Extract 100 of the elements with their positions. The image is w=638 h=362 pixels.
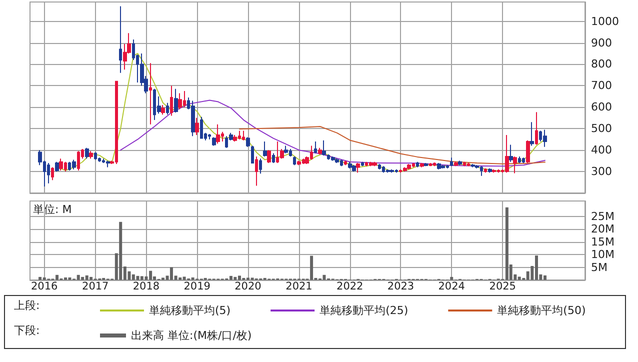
candlestick	[458, 160, 462, 166]
candlestick	[369, 161, 373, 167]
y-tick-label: 10M	[591, 248, 614, 262]
bar	[76, 274, 80, 280]
y-tick-label: 20M	[591, 222, 614, 236]
bar	[322, 274, 326, 280]
candlestick	[166, 102, 169, 116]
bar	[38, 276, 42, 280]
y-tick-label: 5M	[591, 260, 608, 274]
bar	[90, 276, 93, 280]
candlestick	[373, 161, 377, 167]
candlestick	[424, 162, 428, 167]
candlestick	[59, 158, 63, 171]
candlestick	[284, 145, 288, 154]
candlestick	[51, 166, 54, 181]
candlestick	[390, 168, 394, 174]
candlestick	[403, 166, 407, 172]
bar	[178, 277, 182, 280]
legend-title: 下段:	[14, 324, 40, 337]
annotation: 単位: M	[33, 203, 72, 216]
bar	[136, 276, 140, 280]
bar	[85, 275, 88, 280]
x-tick-label: 2021	[286, 280, 312, 292]
bar	[229, 276, 232, 280]
candlestick	[454, 161, 458, 167]
x-tick-label: 2016	[30, 280, 58, 292]
y-tick-label: 800	[591, 58, 612, 71]
candlestick	[471, 164, 475, 168]
candlestick	[522, 157, 525, 164]
candlestick	[72, 159, 76, 170]
candlestick	[441, 164, 445, 169]
candlestick	[267, 150, 271, 164]
legend-label: 出来高 単位:(M株/口/枚)	[131, 329, 252, 342]
candlestick	[509, 144, 513, 162]
x-tick-label: 2024	[438, 280, 466, 292]
candlestick	[242, 130, 245, 141]
candlestick	[89, 150, 93, 160]
candlestick	[272, 152, 275, 164]
x-tick-label: 2022	[336, 280, 364, 292]
candlestick	[416, 161, 419, 168]
candlestick	[297, 160, 301, 166]
y-tick-label: 600	[591, 100, 612, 114]
candlestick	[170, 85, 173, 116]
candlestick	[318, 147, 322, 155]
y-tick-label: 500	[591, 122, 612, 136]
candlestick	[191, 100, 195, 137]
candlestick	[429, 162, 432, 167]
candlestick	[263, 140, 267, 158]
x-tick-label: 2023	[387, 280, 414, 292]
candlestick	[255, 156, 258, 186]
candlestick	[106, 160, 110, 168]
candlestick	[149, 62, 152, 125]
y-tick-label: 300	[591, 165, 612, 178]
candlestick	[543, 129, 547, 148]
candlestick	[55, 161, 59, 172]
candlestick	[348, 161, 352, 169]
candlestick	[492, 168, 496, 174]
candlestick	[94, 152, 97, 160]
candlestick	[174, 88, 178, 114]
candlestick	[178, 92, 182, 110]
candlestick	[535, 112, 538, 146]
candlestick	[437, 162, 441, 170]
candlestick	[216, 124, 220, 144]
candlestick	[77, 150, 80, 171]
candlestick	[352, 164, 356, 172]
candlestick	[361, 161, 364, 167]
candlestick	[344, 160, 347, 166]
candlestick	[386, 168, 390, 174]
candlestick	[518, 156, 521, 164]
bar	[505, 207, 508, 280]
candlestick	[488, 168, 492, 174]
candlestick	[47, 162, 50, 184]
candlestick	[407, 164, 411, 170]
candlestick	[331, 156, 335, 162]
legend-label: 単純移動平均(5)	[149, 304, 231, 317]
x-tick-label: 2019	[184, 280, 210, 292]
y-tick-label: 700	[591, 79, 612, 92]
candlestick	[251, 145, 254, 164]
bar	[81, 276, 84, 280]
legend-label: 単純移動平均(25)	[320, 304, 408, 317]
candlestick	[463, 161, 466, 167]
bar	[119, 222, 122, 280]
candlestick	[505, 134, 509, 174]
candlestick	[293, 156, 296, 166]
bar	[534, 256, 538, 280]
candlestick	[212, 136, 216, 146]
candlestick	[356, 162, 360, 174]
bar	[140, 276, 144, 280]
candlestick	[161, 104, 165, 116]
legend-title: 上段:	[14, 299, 40, 312]
candlestick	[233, 134, 237, 142]
y-tick-label: 1000	[591, 14, 619, 28]
candlestick	[314, 140, 317, 154]
candlestick	[378, 164, 381, 170]
y-tick-label: 900	[591, 36, 612, 50]
candlestick	[513, 156, 517, 174]
candlestick	[467, 162, 470, 167]
candlestick	[335, 158, 339, 164]
x-tick-label: 2025	[489, 280, 516, 292]
candlestick	[484, 168, 487, 174]
